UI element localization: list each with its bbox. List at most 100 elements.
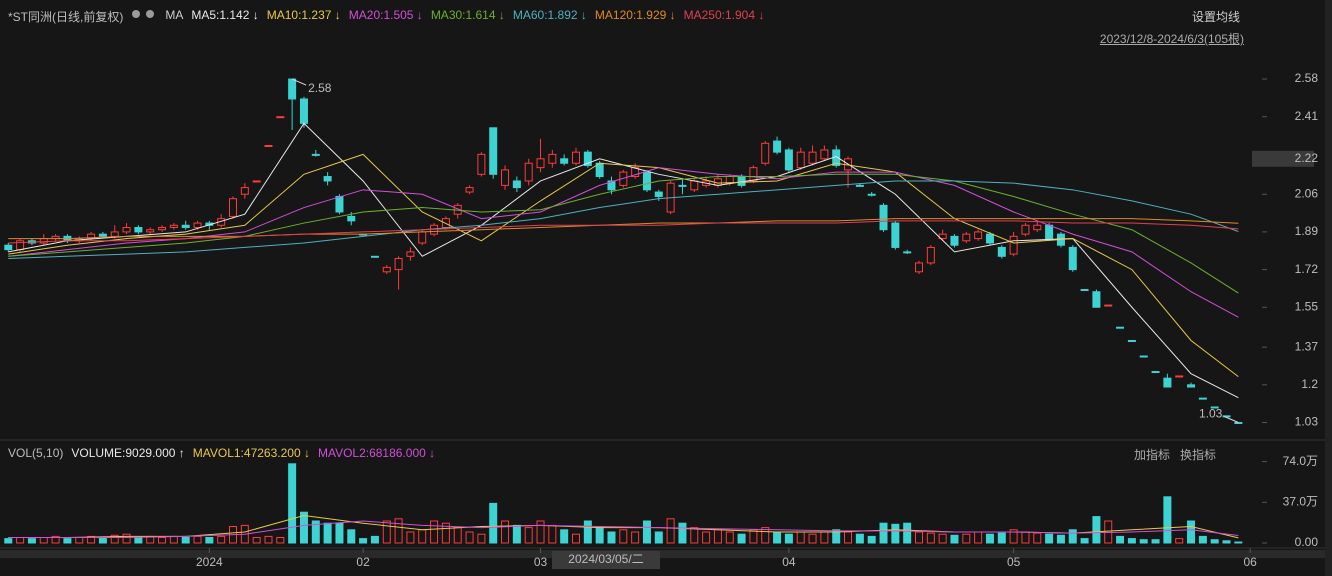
volume-bar xyxy=(1187,520,1196,544)
vol-label: VOL(5,10) xyxy=(8,446,64,460)
volume-bar xyxy=(394,518,403,544)
candle-body xyxy=(51,235,60,240)
candle-body xyxy=(1234,421,1243,424)
candle-body xyxy=(678,184,687,187)
candle-body xyxy=(1151,371,1160,374)
volume-bar xyxy=(264,535,273,544)
volume-bar xyxy=(678,522,687,544)
ma-label: MA xyxy=(165,8,184,22)
candle-body xyxy=(1175,375,1184,378)
candle-body xyxy=(252,180,261,183)
stock-title: *ST同洲(日线,前复权) xyxy=(8,10,124,24)
y-tick-label: 1.2 xyxy=(1301,377,1318,391)
candle-body xyxy=(181,224,190,228)
candle-body xyxy=(1104,304,1113,307)
volume-bar xyxy=(16,537,25,544)
volume-bar xyxy=(477,533,486,544)
volume-bar xyxy=(359,538,368,544)
volume-bar xyxy=(75,537,84,544)
y-tick-label: 1.72 xyxy=(1295,262,1319,276)
ma-legend-entry: MA20:1.505 ↓ xyxy=(348,8,423,22)
candle-body xyxy=(1080,289,1089,292)
candle-body xyxy=(1009,235,1018,255)
ma-legend-entry: MA5:1.142 ↓ xyxy=(191,8,259,22)
candle-body xyxy=(193,222,202,228)
candle-body xyxy=(915,262,924,273)
volume-bar xyxy=(1222,540,1231,544)
candle-body xyxy=(855,184,864,187)
add-indicator[interactable]: 加指标 xyxy=(1133,448,1170,462)
volume-bar xyxy=(997,532,1006,544)
candle-body xyxy=(98,233,107,237)
crosshair-box xyxy=(552,551,660,569)
candle-body xyxy=(382,266,391,273)
candle-body xyxy=(1163,377,1172,388)
volume-bar xyxy=(607,531,616,544)
volume-bar xyxy=(63,538,72,544)
candle-body xyxy=(631,167,640,178)
candle-body xyxy=(122,226,131,233)
crosshair-label: 2024/03/05/二 xyxy=(568,552,643,566)
mavol-legend: MAVOL2:68186.000 ↓ xyxy=(317,446,436,460)
y-tick-label: 2.22 xyxy=(1295,151,1319,165)
volume-bar xyxy=(406,531,415,544)
mavol-legend: MAVOL1:47263.200 ↓ xyxy=(192,446,310,460)
volume-bar xyxy=(169,535,178,544)
ma-line xyxy=(8,220,1239,244)
candle-body xyxy=(1033,224,1042,231)
volume-bar xyxy=(240,524,249,544)
volume-bar xyxy=(193,535,202,544)
volume-bar xyxy=(867,535,876,544)
ma-legend: *ST同洲(日线,前复权) MA MA5:1.142 ↓ MA10:1.237 ↓… xyxy=(8,8,764,25)
candle-body xyxy=(654,191,663,197)
volume-bar xyxy=(536,520,545,544)
x-tick-label: 02 xyxy=(356,555,370,569)
volume-bar xyxy=(524,527,533,544)
volume-bar xyxy=(288,463,297,544)
volume-bar xyxy=(548,524,557,544)
candle-body xyxy=(926,246,935,264)
volume-bar xyxy=(832,529,841,544)
volume-bar xyxy=(761,527,770,544)
candle-body xyxy=(903,251,912,254)
candle-body xyxy=(110,231,119,237)
volume-bar xyxy=(1234,541,1243,544)
candle-body xyxy=(1139,355,1148,358)
volume-bar xyxy=(855,533,864,544)
x-tick-label: 04 xyxy=(782,555,796,569)
candle-body xyxy=(702,180,711,186)
candle-body xyxy=(406,251,415,257)
volume-bar xyxy=(713,529,722,544)
y-tick-label: 1.37 xyxy=(1295,339,1319,353)
scrollbar[interactable] xyxy=(0,550,1325,558)
candle-body xyxy=(394,258,403,271)
side-bar xyxy=(1325,0,1332,576)
candle-body xyxy=(39,238,48,244)
volume-bar xyxy=(252,537,261,544)
candle-body xyxy=(347,215,356,222)
candle-body xyxy=(536,158,545,169)
candle-body xyxy=(1187,384,1196,388)
candle-body xyxy=(359,233,368,236)
volume-bar xyxy=(1104,520,1113,544)
candle-body xyxy=(512,180,521,189)
volume-bar xyxy=(158,537,167,544)
volume-bar xyxy=(879,522,888,544)
x-tick-label: 03 xyxy=(534,555,548,569)
volume-bar xyxy=(276,537,285,544)
candle-body xyxy=(264,145,273,147)
candle-body xyxy=(844,158,853,171)
date-range[interactable]: 2023/12/8-2024/6/3(105根) xyxy=(1099,32,1244,46)
volume-bar xyxy=(382,520,391,544)
candle-body xyxy=(820,149,829,160)
switch-indicator[interactable]: 换指标 xyxy=(1179,448,1216,462)
volume-bar xyxy=(347,529,356,544)
volume-bar xyxy=(51,535,60,544)
volume-bar xyxy=(465,531,474,544)
volume-bar xyxy=(1021,531,1030,544)
settings-button[interactable]: 设置均线 xyxy=(1191,10,1240,24)
candle-body xyxy=(879,204,888,231)
candle-body xyxy=(713,178,722,186)
candle-body xyxy=(560,158,569,164)
